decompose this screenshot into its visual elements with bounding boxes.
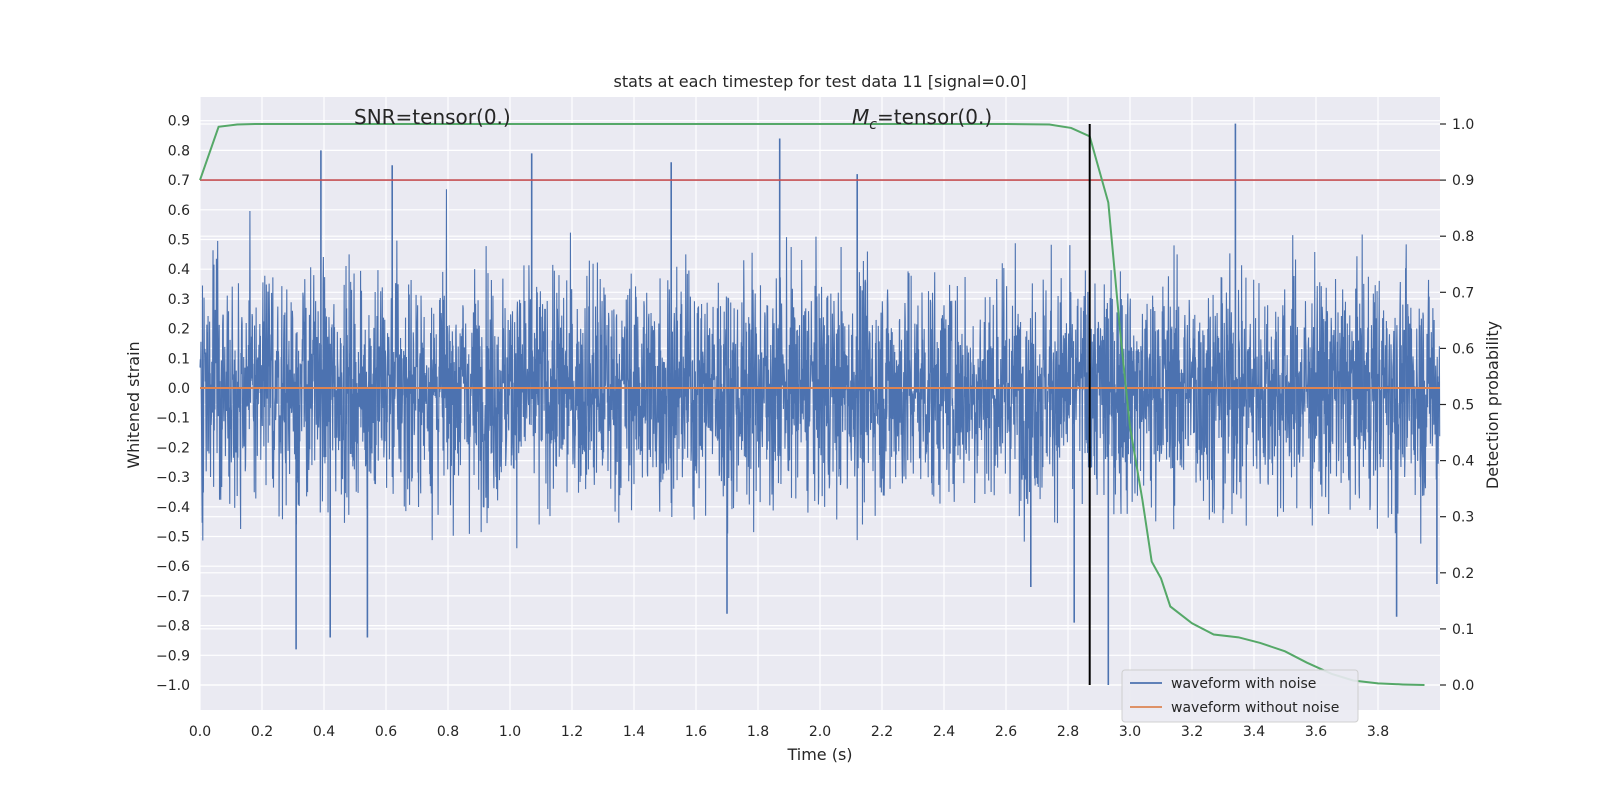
legend-label-noise: waveform with noise — [1171, 676, 1316, 692]
y-tick-label: 0.5 — [168, 233, 190, 249]
legend-box — [1121, 669, 1359, 723]
x-tick-label: 0.6 — [375, 724, 397, 740]
x-tick-label: 2.6 — [995, 724, 1017, 740]
noise-waveform-line — [199, 189, 1441, 549]
x-tick-label: 1.8 — [747, 724, 769, 740]
y-tick-label: −0.6 — [156, 559, 190, 575]
y-tick-label: 0.7 — [168, 173, 190, 189]
x-tick-label: 2.8 — [1057, 724, 1079, 740]
x-axis-label: Time (s) — [786, 745, 852, 764]
y-tick-label: 0.2 — [168, 322, 190, 338]
y-tick-label: 0.3 — [168, 292, 190, 308]
y2-tick-label: 0.5 — [1452, 398, 1474, 414]
y-tick-label: −0.1 — [156, 411, 190, 427]
y2-tick-label: 0.3 — [1452, 510, 1474, 526]
y2-tick-label: 0.8 — [1452, 229, 1474, 245]
mc-symbol: M — [852, 105, 869, 129]
y-tick-labels: 0.9 0.8 0.7 0.6 0.5 0.4 0.3 0.2 0.1 0.0 −0.1 −0.2 −0… — [156, 114, 190, 694]
y-tick-label: 0.4 — [168, 262, 190, 278]
chart-title: stats at each timestep for test data 11 … — [614, 72, 1027, 91]
mc-value: =tensor(0.) — [877, 105, 992, 129]
x-tick-label: 3.8 — [1367, 724, 1389, 740]
y-tick-label: 0.6 — [168, 203, 190, 219]
x-tick-label: 0.8 — [437, 724, 459, 740]
y-tick-label: −0.2 — [156, 440, 190, 456]
y2-tick-label: 0.0 — [1452, 678, 1474, 694]
y-tick-label: −0.7 — [156, 589, 190, 605]
series-waveform-with-noise — [199, 123, 1441, 685]
y-tick-label: −0.3 — [156, 470, 190, 486]
x-tick-label: 1.0 — [499, 724, 521, 740]
y2-tick-label: 0.6 — [1452, 341, 1474, 357]
x-tick-labels: 0.0 0.2 0.4 0.6 0.8 1.0 1.2 1.4 1.6 1.8 2.0 2.2 2.4 2… — [189, 724, 1389, 740]
mc-subscript: c — [869, 117, 877, 133]
y-tick-label: −0.9 — [156, 648, 190, 664]
y-tick-label: 0.9 — [168, 114, 190, 130]
snr-annotation: SNR=tensor(0.) — [354, 105, 511, 129]
y2-tick-label: 1.0 — [1452, 117, 1474, 133]
x-tick-label: 3.0 — [1119, 724, 1141, 740]
x-tick-label: 0.0 — [189, 724, 211, 740]
x-tick-label: 2.0 — [809, 724, 831, 740]
legend-label-clean: waveform without noise — [1171, 700, 1339, 716]
y-tick-label: −1.0 — [156, 678, 190, 694]
x-tick-label: 2.4 — [933, 724, 955, 740]
legend: waveform with noise waveform without noi… — [1121, 669, 1359, 723]
x-tick-label: 1.6 — [685, 724, 707, 740]
y-tick-label: −0.5 — [156, 530, 190, 546]
y2-tick-label: 0.2 — [1452, 566, 1474, 582]
y2-tick-label: 0.7 — [1452, 285, 1474, 301]
y2-tick-label: 0.4 — [1452, 454, 1474, 470]
y2-tick-labels: 1.0 0.9 0.8 0.7 0.6 0.5 0.4 0.3 0.2 0.1 0.0 — [1440, 117, 1474, 694]
y-tick-label: −0.4 — [156, 500, 190, 516]
mc-annotation: Mc=tensor(0.) — [852, 105, 992, 133]
x-tick-label: 0.2 — [251, 724, 273, 740]
y-tick-label: −0.8 — [156, 619, 190, 635]
y-tick-label: 0.8 — [168, 143, 190, 159]
y2-tick-label: 0.1 — [1452, 622, 1474, 638]
y-tick-label: 0.1 — [168, 351, 190, 367]
x-tick-label: 3.4 — [1243, 724, 1265, 740]
x-tick-label: 1.2 — [561, 724, 583, 740]
x-tick-label: 3.6 — [1305, 724, 1327, 740]
y-axis-label: Whitened strain — [124, 341, 143, 468]
y2-axis-label: Detection probability — [1483, 321, 1502, 489]
x-tick-label: 0.4 — [313, 724, 335, 740]
x-tick-label: 2.2 — [871, 724, 893, 740]
y2-tick-label: 0.9 — [1452, 173, 1474, 189]
x-tick-label: 3.2 — [1181, 724, 1203, 740]
x-tick-label: 1.4 — [623, 724, 645, 740]
y-tick-label: 0.0 — [168, 381, 190, 397]
